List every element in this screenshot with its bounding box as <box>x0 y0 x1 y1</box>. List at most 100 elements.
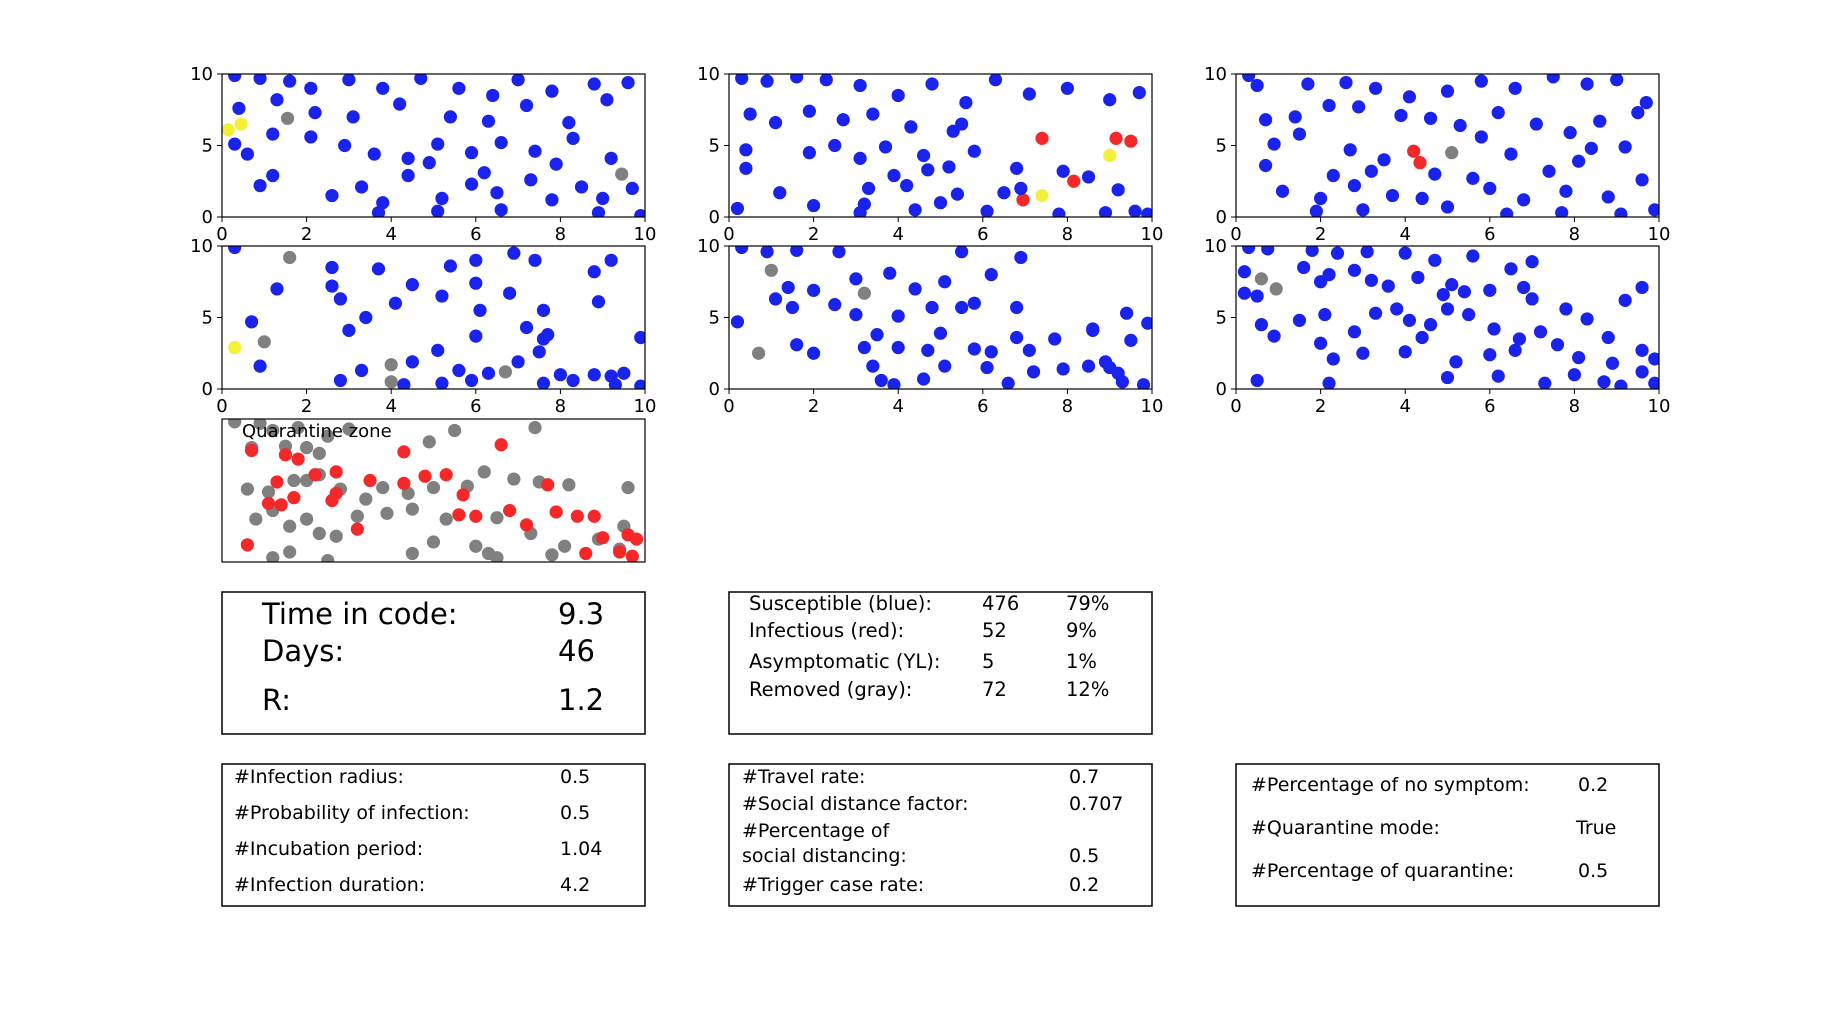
blue-point <box>342 323 356 337</box>
x-tick-label: 0 <box>216 396 227 417</box>
blue-point <box>1525 255 1539 269</box>
gray-point <box>621 481 635 495</box>
red-point <box>570 509 584 523</box>
gray-point <box>448 423 462 438</box>
gray-point <box>1269 282 1283 296</box>
red-point <box>1407 144 1421 158</box>
red-point <box>329 465 343 479</box>
gray-point <box>1445 146 1459 160</box>
blue-point <box>1508 81 1522 95</box>
blue-point <box>371 206 386 217</box>
blue-point <box>938 359 952 373</box>
scatter-panel: 0 2 4 6 8 10 0 5 10 <box>1204 64 1670 245</box>
r-value: 1.2 <box>558 683 604 717</box>
blue-point <box>790 338 804 352</box>
yellow-point <box>1035 188 1049 203</box>
blue-point <box>464 373 479 388</box>
blue-point <box>490 186 504 200</box>
blue-point <box>469 253 483 267</box>
blue-point <box>1314 191 1328 206</box>
y-tick-label: 5 <box>202 136 213 157</box>
blue-point <box>1368 81 1383 95</box>
blue-point <box>431 204 445 217</box>
blue-point <box>1014 181 1028 195</box>
x-tick-label: 0 <box>723 224 734 245</box>
x-tick-label: 0 <box>216 224 227 245</box>
gray-point <box>477 465 491 479</box>
blue-point <box>634 330 645 345</box>
x-tick-label: 6 <box>470 396 481 417</box>
blue-point <box>836 113 850 127</box>
points-layer <box>730 74 1152 217</box>
blue-point <box>473 303 487 317</box>
blue-point <box>1635 365 1649 379</box>
red-point <box>418 469 432 483</box>
param-value: 0.2 <box>1578 774 1608 796</box>
blue-point <box>853 206 867 217</box>
blue-point <box>1136 378 1151 389</box>
blue-point <box>266 127 280 141</box>
blue-point <box>304 81 318 95</box>
red-point <box>1035 131 1049 145</box>
blue-point <box>431 343 445 357</box>
blue-point <box>566 373 580 388</box>
blue-point <box>1267 137 1281 151</box>
gray-point <box>498 365 513 379</box>
blue-point <box>785 300 800 315</box>
param-label: #Infection duration: <box>234 874 425 896</box>
blue-point <box>916 372 931 386</box>
blue-point <box>270 93 284 107</box>
x-tick-label: 2 <box>808 224 819 245</box>
blue-point <box>528 144 542 158</box>
red-point <box>456 488 470 502</box>
x-tick-label: 6 <box>977 224 988 245</box>
gray-point <box>266 551 280 562</box>
blue-point <box>354 363 369 378</box>
red-point <box>1124 134 1138 148</box>
blue-point <box>967 296 981 310</box>
red-point <box>240 538 254 552</box>
red-point <box>452 508 466 522</box>
blue-point <box>401 151 415 165</box>
x-tick-label: 8 <box>1062 224 1073 245</box>
blue-point <box>486 88 500 103</box>
blue-point <box>878 140 893 154</box>
blue-point <box>621 75 635 90</box>
blue-point <box>443 110 458 124</box>
x-tick-label: 8 <box>555 396 566 417</box>
gray-point <box>490 511 504 525</box>
blue-point <box>1010 330 1024 345</box>
blue-point <box>1635 280 1649 295</box>
blue-point <box>942 160 956 174</box>
red-point <box>1016 193 1030 207</box>
blue-point <box>435 191 449 206</box>
scatter-panel: 0 2 4 6 8 10 0 5 10 <box>697 64 1163 245</box>
y-tick-label: 0 <box>709 207 720 228</box>
x-tick-label: 10 <box>1648 396 1671 417</box>
blue-point <box>988 74 1003 87</box>
param-value: 4.2 <box>560 874 590 896</box>
blue-point <box>1567 368 1581 382</box>
blue-point <box>853 78 867 93</box>
count-label: Susceptible (blue): <box>749 592 932 615</box>
blue-point <box>849 308 863 322</box>
param-value: 0.5 <box>1069 845 1099 867</box>
blue-point <box>980 360 994 375</box>
count-label: Removed (gray): <box>749 678 912 701</box>
param-label: #Percentage of quarantine: <box>1251 860 1514 882</box>
blue-point <box>1111 183 1125 197</box>
red-point <box>629 532 644 546</box>
x-tick-label: 2 <box>1315 396 1326 417</box>
blue-point <box>1601 190 1615 204</box>
red-point <box>274 498 288 512</box>
blue-point <box>933 196 948 210</box>
blue-point <box>1026 365 1041 379</box>
blue-point <box>950 187 965 201</box>
red-point <box>278 448 293 462</box>
blue-point <box>925 77 939 91</box>
blue-point <box>371 262 386 276</box>
scatter-panel: 0 2 4 6 8 10 0 5 10 <box>190 64 656 245</box>
blue-point <box>1601 330 1615 345</box>
blue-point <box>591 295 606 309</box>
blue-point <box>1292 313 1307 327</box>
